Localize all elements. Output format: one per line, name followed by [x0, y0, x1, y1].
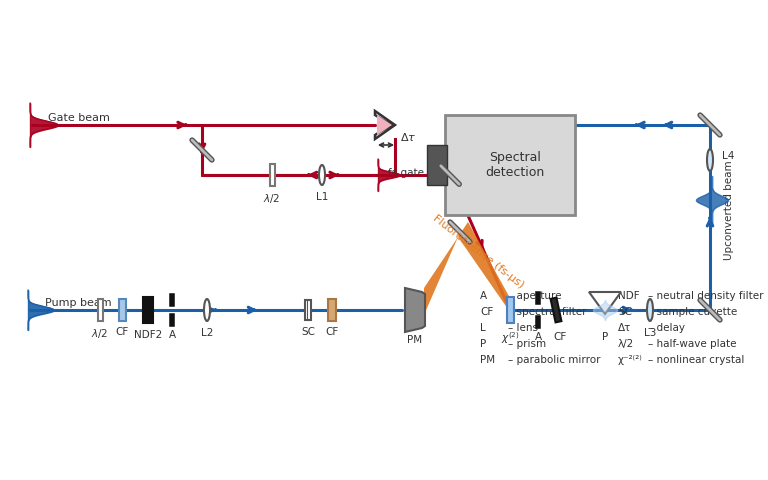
Bar	[118, 299, 125, 321]
Polygon shape	[405, 288, 425, 332]
Polygon shape	[424, 222, 510, 315]
Text: L2: L2	[200, 328, 214, 338]
Text: A: A	[168, 330, 176, 340]
Bar	[427, 145, 447, 185]
Polygon shape	[375, 111, 395, 139]
Text: A: A	[535, 332, 541, 342]
Text: $\Delta\tau$: $\Delta\tau$	[400, 131, 416, 143]
Text: – nonlinear crystal: – nonlinear crystal	[648, 355, 744, 365]
Text: $\lambda$/2: $\lambda$/2	[91, 327, 108, 340]
Text: NDF: NDF	[618, 291, 640, 301]
Text: Δτ: Δτ	[618, 323, 631, 333]
Polygon shape	[589, 292, 621, 314]
Text: L1: L1	[316, 192, 328, 202]
Text: NDF2: NDF2	[134, 330, 162, 340]
Text: – lens: – lens	[508, 323, 538, 333]
Text: L4: L4	[722, 151, 734, 161]
Text: A: A	[480, 291, 487, 301]
Text: CF: CF	[480, 307, 493, 317]
Bar	[328, 299, 336, 321]
Text: – half-wave plate: – half-wave plate	[648, 339, 737, 349]
Text: – parabolic mirror: – parabolic mirror	[508, 355, 601, 365]
Text: L3: L3	[644, 328, 656, 338]
Text: χ⁻²⁽²⁾: χ⁻²⁽²⁾	[618, 355, 643, 365]
Text: λ/2: λ/2	[618, 339, 634, 349]
Text: P: P	[480, 339, 486, 349]
Bar	[98, 299, 102, 321]
Bar	[551, 298, 561, 323]
Ellipse shape	[647, 299, 653, 321]
Text: – spectral filter: – spectral filter	[508, 307, 587, 317]
Text: SC: SC	[301, 327, 315, 337]
Bar	[270, 164, 274, 186]
Ellipse shape	[204, 299, 210, 321]
Text: Gate beam: Gate beam	[48, 113, 110, 123]
Text: – prism: – prism	[508, 339, 546, 349]
Bar	[507, 297, 514, 323]
Text: – sample cuvette: – sample cuvette	[648, 307, 737, 317]
Text: SC: SC	[618, 307, 632, 317]
Text: Pump beam: Pump beam	[45, 298, 111, 308]
Text: $\lambda$/2: $\lambda$/2	[263, 192, 280, 205]
Text: PM: PM	[480, 355, 495, 365]
Text: CF: CF	[115, 327, 128, 337]
Polygon shape	[377, 115, 392, 135]
Bar	[143, 297, 153, 323]
Text: P: P	[602, 332, 608, 342]
Text: – aperture: – aperture	[508, 291, 561, 301]
Text: CF: CF	[554, 332, 567, 342]
Bar	[445, 115, 575, 215]
Ellipse shape	[319, 165, 325, 185]
Text: fs gate: fs gate	[388, 168, 424, 178]
Text: – neutral density filter: – neutral density filter	[648, 291, 763, 301]
Text: PM: PM	[408, 335, 422, 345]
Text: Fluorescence (fs-μs): Fluorescence (fs-μs)	[431, 214, 525, 290]
Text: Upconverted beam: Upconverted beam	[724, 160, 734, 260]
Text: Spectral
detection: Spectral detection	[485, 151, 545, 179]
Text: – delay: – delay	[648, 323, 685, 333]
Text: L: L	[480, 323, 485, 333]
Bar	[305, 300, 311, 320]
Text: $\chi^{(2)}$: $\chi^{(2)}$	[501, 330, 519, 346]
Text: CF: CF	[326, 327, 339, 337]
Ellipse shape	[707, 149, 713, 171]
